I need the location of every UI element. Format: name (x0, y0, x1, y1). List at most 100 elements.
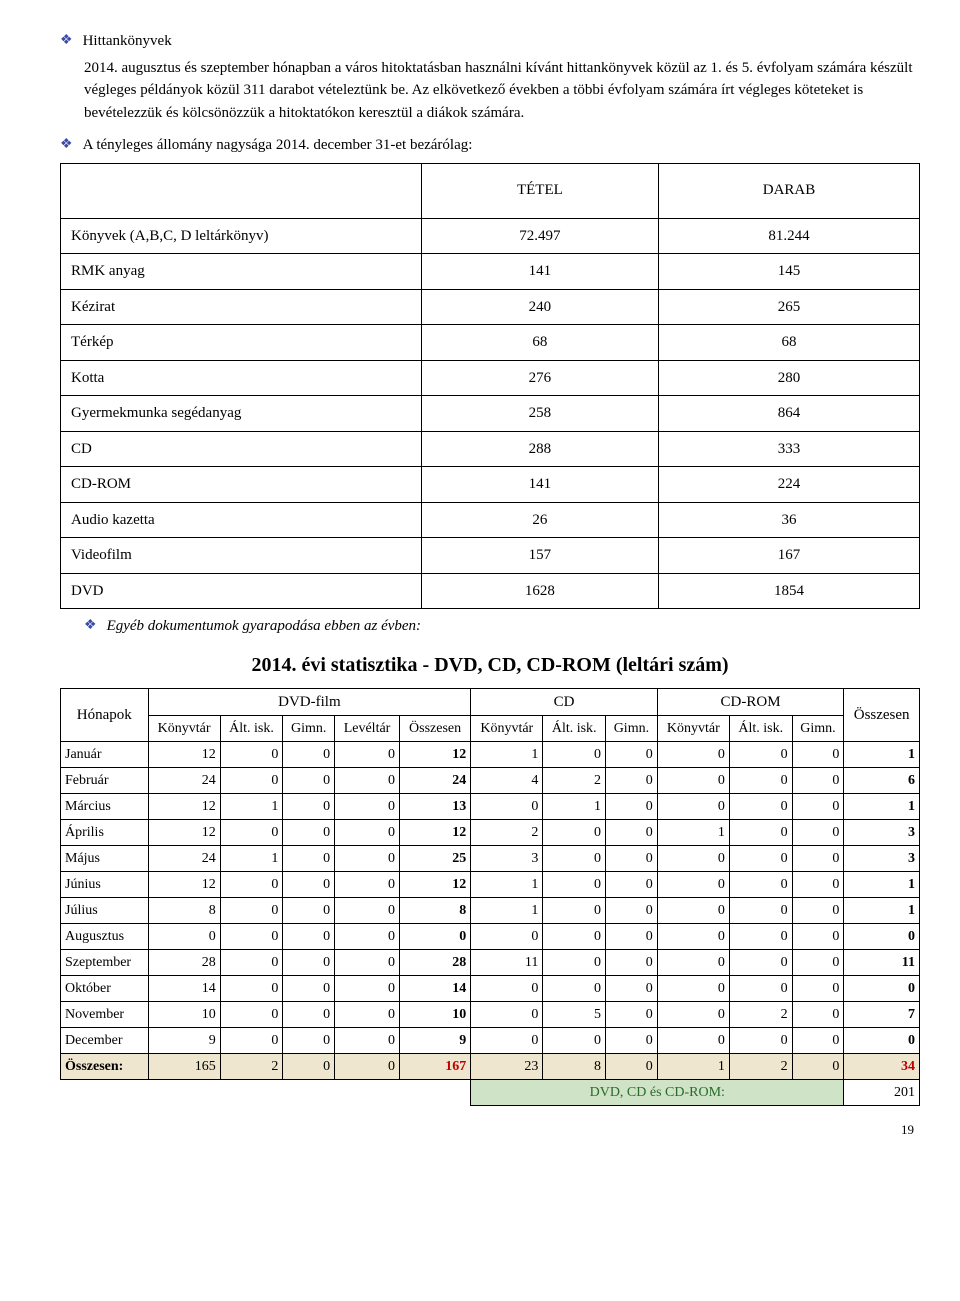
inventory-label: Videofilm (61, 538, 422, 574)
stats-cell: 0 (335, 924, 400, 950)
stats-col: Összesen (399, 716, 470, 742)
stats-cell: 0 (657, 742, 729, 768)
stats-cell: 0 (220, 950, 283, 976)
bullet-item-2: ❖ A tényleges állomány nagysága 2014. de… (60, 134, 920, 157)
inventory-darab: 224 (659, 467, 920, 503)
stats-final-value: 201 (844, 1080, 920, 1106)
table-row: Videofilm157167 (61, 538, 920, 574)
table-row: Könyvek (A,B,C, D leltárkönyv)72.49781.2… (61, 218, 920, 254)
stats-cell: 0 (220, 1028, 283, 1054)
bullet-item-1: ❖ Hittankönyvek 2014. augusztus és szept… (60, 30, 920, 124)
stats-total-row: Összesen:165200167238012034 (61, 1054, 920, 1080)
table-row: RMK anyag141145 (61, 254, 920, 290)
stats-cell: 0 (606, 768, 658, 794)
inventory-tetel: 26 (421, 502, 658, 538)
stats-total-cell: 23 (471, 1054, 543, 1080)
stats-cell: 0 (335, 846, 400, 872)
stats-cell: 0 (543, 1028, 606, 1054)
bullet-3-text: Egyéb dokumentumok gyarapodása ebben az … (107, 615, 920, 638)
stats-col: Könyvtár (148, 716, 220, 742)
inventory-label: Térkép (61, 325, 422, 361)
stats-cell: 0 (283, 820, 335, 846)
stats-cell: 1 (844, 794, 920, 820)
inventory-header-empty (61, 163, 422, 218)
stats-cell: 0 (606, 950, 658, 976)
stats-cell: 0 (792, 820, 844, 846)
stats-cell: 0 (543, 872, 606, 898)
table-row: DVD16281854 (61, 573, 920, 609)
stats-total-cell: 1 (657, 1054, 729, 1080)
stats-cell: 1 (471, 742, 543, 768)
stats-cell: 0 (471, 1028, 543, 1054)
stats-cell: Július (61, 898, 149, 924)
stats-cell: 0 (844, 924, 920, 950)
stats-cell: 0 (657, 872, 729, 898)
stats-cell: 0 (792, 846, 844, 872)
stats-cell: 0 (844, 976, 920, 1002)
inventory-label: RMK anyag (61, 254, 422, 290)
stats-cell: 0 (792, 794, 844, 820)
stats-cell: 0 (283, 950, 335, 976)
diamond-icon: ❖ (60, 134, 73, 155)
table-row: Június12000121000001 (61, 872, 920, 898)
stats-cell: 0 (283, 898, 335, 924)
stats-cell: 1 (657, 820, 729, 846)
stats-cell: 0 (283, 872, 335, 898)
stats-osszesen-head: Összesen (844, 688, 920, 742)
stats-cell: Március (61, 794, 149, 820)
stats-cell: 0 (657, 976, 729, 1002)
stats-cell: 0 (606, 794, 658, 820)
stats-cell: 0 (543, 950, 606, 976)
diamond-icon: ❖ (84, 615, 97, 636)
stats-total-cell: 165 (148, 1054, 220, 1080)
stats-cell: 14 (148, 976, 220, 1002)
stats-cell: 6 (844, 768, 920, 794)
stats-cell: 1 (471, 872, 543, 898)
table-row: Audio kazetta2636 (61, 502, 920, 538)
stats-title: 2014. évi statisztika - DVD, CD, CD-ROM … (60, 650, 920, 680)
stats-final-row: DVD, CD és CD-ROM:201 (61, 1080, 920, 1106)
table-row: Január12000121000001 (61, 742, 920, 768)
stats-cell: 0 (148, 924, 220, 950)
stats-cell: 1 (220, 794, 283, 820)
stats-cell: 0 (657, 1028, 729, 1054)
stats-table: Hónapok DVD-film CD CD-ROM Összesen Köny… (60, 688, 920, 1107)
stats-cell: 1 (220, 846, 283, 872)
inventory-darab: 167 (659, 538, 920, 574)
stats-cell: 0 (471, 976, 543, 1002)
inventory-tetel: 68 (421, 325, 658, 361)
stats-corner: Hónapok (61, 688, 149, 742)
stats-cell: December (61, 1028, 149, 1054)
stats-cell: 12 (399, 820, 470, 846)
stats-total-cell: 2 (729, 1054, 792, 1080)
inventory-tetel: 72.497 (421, 218, 658, 254)
stats-cell: 0 (729, 820, 792, 846)
stats-cell: 28 (148, 950, 220, 976)
inventory-header-tetel: TÉTEL (421, 163, 658, 218)
stats-group-cd: CD (471, 688, 658, 716)
table-row: December900090000000 (61, 1028, 920, 1054)
stats-cell: 0 (220, 1002, 283, 1028)
stats-cell: 0 (606, 1002, 658, 1028)
inventory-label: Audio kazetta (61, 502, 422, 538)
stats-cell: 13 (399, 794, 470, 820)
stats-cell: 2 (729, 1002, 792, 1028)
stats-total-cell: Összesen: (61, 1054, 149, 1080)
stats-cell: 0 (657, 924, 729, 950)
bullet-2-text: A tényleges állomány nagysága 2014. dece… (83, 134, 920, 157)
stats-cell: 1 (844, 872, 920, 898)
inventory-tetel: 240 (421, 289, 658, 325)
stats-cell: 0 (606, 924, 658, 950)
stats-cell: 0 (335, 794, 400, 820)
inventory-label: Kézirat (61, 289, 422, 325)
page-number: 19 (60, 1120, 920, 1140)
stats-cell: 0 (283, 1028, 335, 1054)
stats-cell: 0 (335, 950, 400, 976)
inventory-tetel: 1628 (421, 573, 658, 609)
stats-cell: 0 (335, 1002, 400, 1028)
stats-cell: 0 (543, 898, 606, 924)
stats-cell: 0 (729, 742, 792, 768)
stats-cell: 14 (399, 976, 470, 1002)
stats-cell: 2 (471, 820, 543, 846)
stats-cell: 0 (729, 846, 792, 872)
